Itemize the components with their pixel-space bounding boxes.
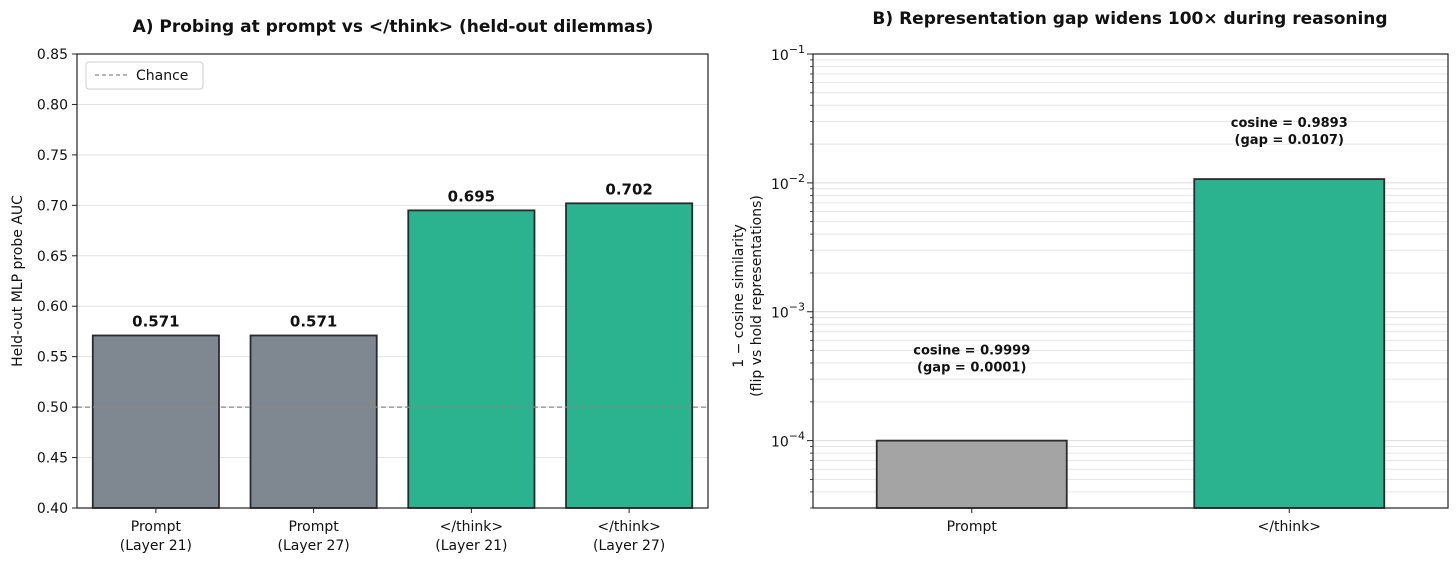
x-tick-label: </think> bbox=[1258, 519, 1321, 535]
y-tick-label: 0.50 bbox=[37, 400, 68, 416]
bar bbox=[1193, 178, 1386, 509]
bar-value-label: 0.571 bbox=[290, 312, 337, 330]
y-tick-label: 0.55 bbox=[37, 350, 68, 366]
bar bbox=[407, 209, 536, 509]
panel-b-title: B) Representation gap widens 100× during… bbox=[872, 9, 1387, 29]
y-tick-label: 0.60 bbox=[37, 299, 68, 315]
y-tick-label: 0.85 bbox=[37, 47, 68, 63]
x-tick-label: Prompt bbox=[131, 519, 182, 535]
panel-a-value-labels: 0.571 0.571 0.695 0.702 bbox=[132, 180, 653, 330]
bar-annotation: cosine = 0.9893 bbox=[1231, 116, 1348, 131]
panel-b-annotations: cosine = 0.9999 (gap = 0.0001) cosine = 0.… bbox=[913, 116, 1348, 376]
x-tick-label: (Layer 21) bbox=[435, 538, 507, 554]
panel-b-x-ticks: Prompt </think> bbox=[947, 508, 1321, 535]
x-tick-label: (Layer 27) bbox=[593, 538, 665, 554]
panel-b-y-axis-label-line1: 1 − cosine similarity bbox=[731, 224, 747, 368]
x-tick-label: (Layer 21) bbox=[120, 538, 192, 554]
panel-a: A) Probing at prompt vs </think> (held-o… bbox=[10, 17, 709, 554]
y-tick-label: 0.65 bbox=[37, 249, 68, 265]
bar-value-label: 0.695 bbox=[448, 187, 495, 205]
panel-b-axes-frame bbox=[812, 53, 1449, 509]
y-tick-label: 0.70 bbox=[37, 198, 68, 214]
panel-a-y-ticks: 0.40 0.45 0.50 0.55 0.60 0.65 0.70 0.75 0.80 0.85 bbox=[37, 47, 77, 517]
bar bbox=[875, 439, 1068, 509]
y-tick-label: 10−1 bbox=[771, 43, 805, 64]
panel-a-x-ticks: Prompt (Layer 21) Prompt (Layer 27) </think>… bbox=[120, 508, 665, 554]
bar bbox=[249, 334, 378, 509]
panel-a-title: A) Probing at prompt vs </think> (held-o… bbox=[133, 17, 654, 37]
y-tick-label: 0.75 bbox=[37, 148, 68, 164]
x-tick-label: </think> bbox=[440, 519, 503, 535]
panel-a-bars bbox=[91, 202, 694, 509]
bar-value-label: 0.702 bbox=[605, 180, 652, 198]
panel-b-y-axis-label-line2: (flip vs hold representations) bbox=[749, 195, 765, 397]
legend-chance-label: Chance bbox=[136, 68, 188, 84]
y-tick-label: 10−2 bbox=[771, 172, 805, 193]
x-tick-label: (Layer 27) bbox=[278, 538, 350, 554]
bar-annotation: (gap = 0.0001) bbox=[917, 361, 1026, 376]
y-tick-label: 0.45 bbox=[37, 451, 68, 467]
y-tick-label: 0.40 bbox=[37, 501, 68, 517]
y-tick-label: 0.80 bbox=[37, 97, 68, 113]
panel-b-bars bbox=[875, 178, 1386, 509]
y-tick-label: 10−4 bbox=[771, 430, 805, 451]
bar-annotation: (gap = 0.0107) bbox=[1235, 133, 1344, 148]
bar bbox=[91, 334, 220, 509]
legend-box bbox=[85, 61, 204, 90]
bar-annotation: cosine = 0.9999 bbox=[913, 344, 1030, 359]
bar-value-label: 0.571 bbox=[132, 312, 179, 330]
x-tick-label: Prompt bbox=[289, 519, 340, 535]
x-tick-label: </think> bbox=[597, 519, 660, 535]
panel-a-legend: Chance bbox=[85, 61, 204, 90]
bar bbox=[565, 202, 694, 509]
panel-a-axes-frame bbox=[76, 53, 709, 509]
x-tick-label: Prompt bbox=[947, 519, 998, 535]
y-tick-label: 10−3 bbox=[771, 301, 805, 322]
panel-a-y-axis-label: Held-out MLP probe AUC bbox=[10, 195, 26, 367]
panel-b: B) Representation gap widens 100× during… bbox=[731, 9, 1449, 535]
